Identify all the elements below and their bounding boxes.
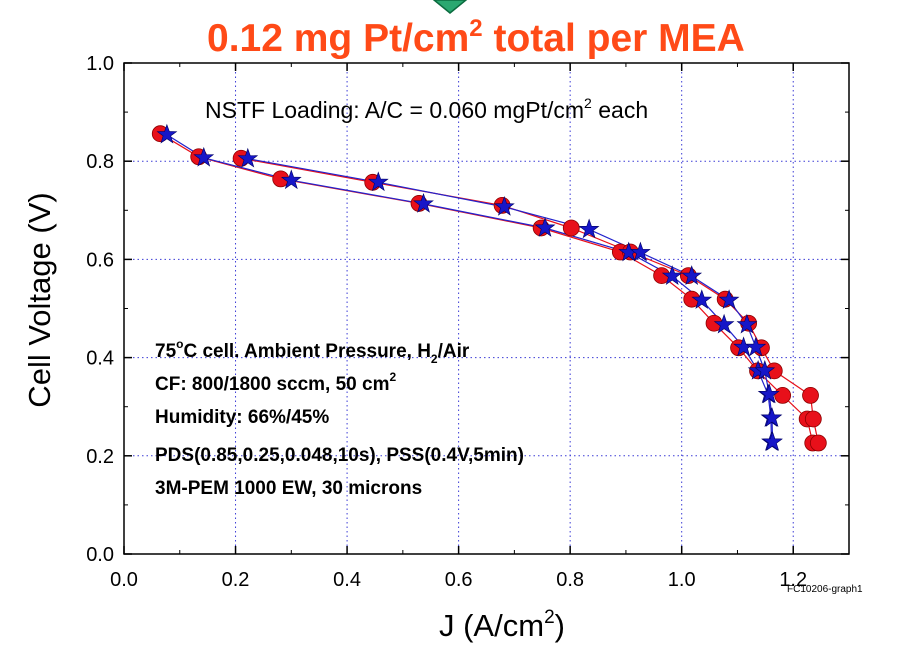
y-tick-label: 0.2 [86, 446, 114, 468]
grid [124, 63, 849, 554]
star-marker [237, 147, 259, 168]
x-tick-label: 0.2 [222, 569, 250, 591]
x-tick-labels: 0.0 0.2 0.4 0.6 0.8 1.0 1.2 [110, 569, 807, 591]
x-axis-label: J (A/cm2) [439, 607, 565, 643]
star-marker [691, 289, 713, 309]
star-marker [762, 431, 783, 451]
condition-line-membrane: 3M-PEM 1000 EW, 30 microns [155, 478, 422, 499]
star-marker [681, 265, 703, 285]
y-axis-label: Cell Voltage (V) [22, 192, 57, 407]
y-tick-label: 0.8 [86, 151, 114, 173]
x-tick-label: 0.4 [333, 569, 361, 591]
circle-marker [804, 410, 822, 428]
star-marker [736, 313, 758, 334]
star-marker [713, 313, 735, 334]
chart-title: 0.12 mg Pt/cm2 total per MEA [207, 15, 745, 60]
condition-line-protocol: PDS(0.85,0.25,0.048,10s), PSS(0.4V,5min) [155, 445, 524, 466]
series-markers [151, 123, 827, 452]
star-marker [280, 169, 302, 190]
axis-ticks [123, 62, 850, 555]
star-marker [367, 171, 389, 192]
star-marker [413, 192, 434, 213]
condition-line-temperature: 75oC cell. Ambient Pressure, H2/Air [155, 337, 470, 366]
y-tick-label: 0.4 [86, 348, 114, 370]
circle-marker [562, 219, 580, 237]
star-marker [758, 383, 780, 404]
star-marker [578, 218, 600, 239]
star-marker [661, 265, 683, 285]
star-marker [745, 336, 767, 357]
y-tick-label: 0.0 [86, 544, 114, 566]
circle-marker [809, 434, 827, 452]
star-marker [718, 289, 740, 309]
x-tick-label: 0.6 [445, 569, 473, 591]
circle-marker [774, 387, 792, 404]
x-tick-label: 1.2 [779, 569, 807, 591]
y-tick-label: 1.0 [86, 53, 114, 75]
y-tick-label: 0.6 [86, 249, 114, 271]
y-tick-labels: 0.0 0.2 0.4 0.6 0.8 1.0 [86, 53, 114, 566]
x-tick-label: 0.8 [556, 569, 584, 591]
star-marker [630, 241, 651, 262]
circle-marker [802, 387, 819, 404]
star-marker [493, 195, 515, 216]
x-tick-label: 1.0 [668, 569, 696, 591]
figure-credit: FC10206-graph1 [787, 584, 863, 595]
down-arrow-icon [432, 0, 468, 14]
condition-line-humidity: Humidity: 66%/45% [155, 407, 329, 428]
star-marker [534, 217, 556, 237]
star-marker [156, 123, 178, 144]
star-marker [193, 146, 215, 167]
x-tick-label: 0.0 [110, 569, 138, 591]
star-marker [754, 359, 776, 380]
condition-line-flow: CF: 800/1800 sccm, 50 cm2 [155, 370, 397, 395]
plot-area [123, 62, 850, 555]
star-marker [761, 407, 783, 427]
loading-annotation: NSTF Loading: A/C = 0.060 mgPt/cm2 each [205, 95, 648, 123]
